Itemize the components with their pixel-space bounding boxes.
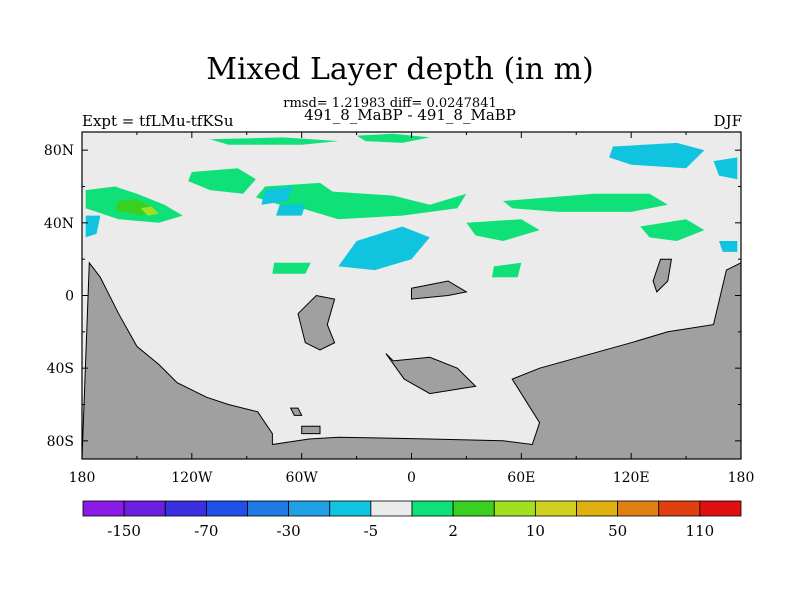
colorbar-swatch — [164, 500, 207, 517]
anomaly-region — [503, 193, 668, 212]
anomaly-region — [719, 241, 738, 252]
anomaly-region — [85, 215, 101, 238]
x-tick-label: 180 — [728, 470, 755, 486]
x-tick-label: 120W — [171, 470, 213, 486]
x-tick-label: 0 — [407, 470, 416, 486]
colorbar-label: -30 — [277, 522, 301, 540]
y-tick-label: 40S — [47, 361, 74, 377]
x-tick-label: 60E — [507, 470, 535, 486]
colorbar-swatch — [82, 500, 125, 517]
colorbar-label: 10 — [526, 522, 545, 540]
x-tick-label: 120E — [613, 470, 650, 486]
colorbar-swatch — [658, 500, 701, 517]
colorbar-swatch — [370, 500, 413, 517]
anomaly-region — [609, 142, 705, 169]
land-region — [385, 353, 477, 395]
colorbar-label: 110 — [686, 522, 715, 540]
anomaly-region — [261, 186, 293, 205]
chart-title: Mixed Layer depth (in m) — [206, 52, 594, 87]
anomaly-region — [713, 157, 738, 180]
colorbar-swatch — [617, 500, 660, 517]
land-region — [81, 261, 742, 460]
anomaly-region — [338, 226, 430, 271]
anomaly-region — [210, 137, 339, 145]
land-region — [297, 294, 336, 351]
colorbar-swatch — [247, 500, 290, 517]
land-region — [289, 407, 303, 416]
colorbar-label: 2 — [448, 522, 458, 540]
anomaly-region — [492, 262, 522, 278]
colorbar-label: -5 — [364, 522, 379, 540]
colorbar-swatch — [123, 500, 166, 517]
colorbar-swatch — [329, 500, 372, 517]
anomaly-region — [301, 190, 467, 220]
colorbar-swatch — [576, 500, 619, 517]
colorbar-swatch — [452, 500, 495, 517]
anomaly-region — [272, 262, 311, 274]
colorbar-swatch — [411, 500, 454, 517]
y-tick-label: 40N — [44, 216, 74, 232]
land-region — [411, 280, 468, 300]
colorbar-label: -150 — [107, 522, 141, 540]
land-region — [652, 258, 672, 293]
colorbar-label: 50 — [608, 522, 627, 540]
colorbar-label: -70 — [194, 522, 218, 540]
land-region — [301, 425, 321, 435]
colorbar-swatch — [534, 500, 577, 517]
colorbar-swatch — [288, 500, 331, 517]
colorbar-swatch — [205, 500, 248, 517]
experiment-label: Expt = tfLMu-tfKSu — [82, 112, 234, 130]
season-label: DJF — [713, 112, 742, 130]
case-label: 491_8_MaBP - 491_8_MaBP — [304, 106, 516, 124]
x-tick-label: 180 — [69, 470, 96, 486]
anomaly-region — [188, 168, 256, 194]
y-tick-label: 80S — [47, 434, 74, 450]
anomaly-region — [466, 219, 540, 241]
chart-subtitle: rmsd= 1.21983 diff= 0.0247841 — [283, 96, 497, 111]
colorbar-swatch — [699, 500, 742, 517]
anomaly-region — [140, 206, 159, 216]
y-tick-label: 0 — [65, 289, 74, 305]
x-tick-label: 60W — [286, 470, 319, 486]
colorbar-swatch — [493, 500, 536, 517]
anomaly-region — [640, 219, 705, 241]
y-tick-label: 80N — [44, 143, 74, 159]
anomaly-region — [276, 204, 306, 216]
